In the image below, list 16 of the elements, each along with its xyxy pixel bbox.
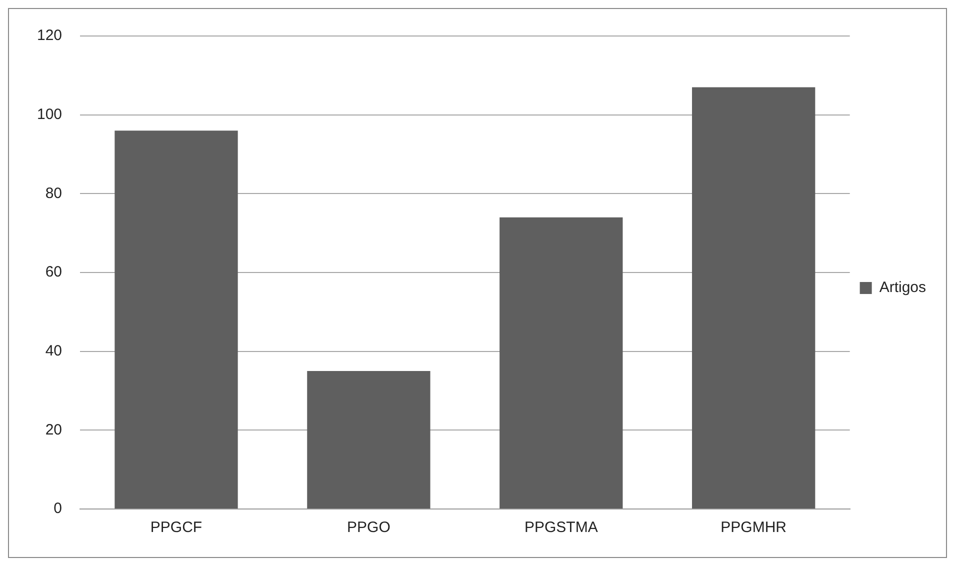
y-tick-label: 120 (36, 27, 62, 44)
legend-label: Artigos (879, 279, 926, 296)
bar (500, 217, 623, 508)
y-tick-label: 0 (54, 500, 62, 518)
bar (692, 87, 816, 508)
y-tick-label: 20 (45, 421, 62, 438)
x-tick-label: PPGCF (150, 519, 202, 536)
y-tick-label: 100 (36, 106, 62, 123)
y-tick-label: 60 (45, 264, 62, 281)
bar (114, 130, 238, 508)
x-tick-label: PPGSTMA (524, 519, 598, 536)
x-tick-label: PPGMHR (720, 519, 787, 536)
y-tick-label: 80 (45, 184, 62, 202)
bar (307, 371, 430, 508)
y-tick-label: 40 (45, 342, 62, 360)
x-tick-label: PPGO (347, 519, 390, 536)
